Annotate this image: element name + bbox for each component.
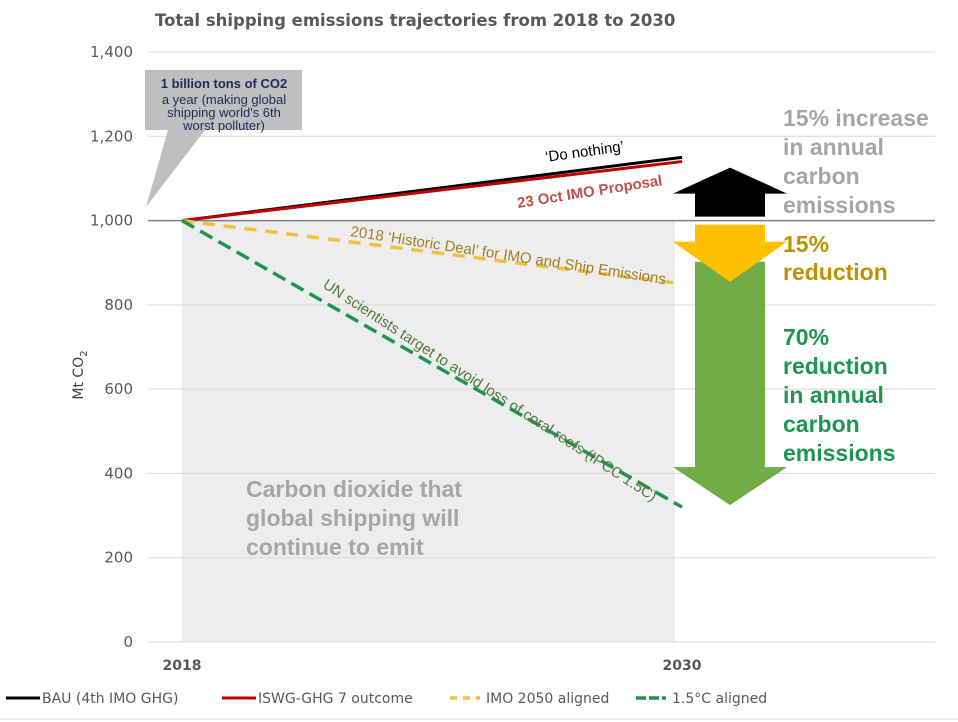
legend-label: BAU (4th IMO GHG) xyxy=(42,691,178,707)
y-tick-label: 800 xyxy=(104,296,133,314)
chart-title: Total shipping emissions trajectories fr… xyxy=(155,11,675,30)
reduction-15-line-1: 15% xyxy=(783,231,829,257)
increase-text: 15% increase in annual carbon emissions xyxy=(783,105,929,218)
y-tick-label: 400 xyxy=(104,464,133,482)
increase-line-1: 15% increase xyxy=(783,105,929,131)
reduction-70-line-2: reduction xyxy=(783,353,888,379)
series-line-iswg-ghg-7-outcome xyxy=(181,160,683,223)
x-tick-label: 2030 xyxy=(663,658,702,674)
callout-line-1: a year (making global xyxy=(162,92,286,107)
reduction-70-arrow xyxy=(673,261,787,506)
series-line-1-5-c-aligned xyxy=(181,219,683,509)
legend-label: ISWG-GHG 7 outcome xyxy=(258,691,413,707)
increase-line-3: carbon xyxy=(783,163,860,189)
legend-item-bau-4th-imo-ghg: BAU (4th IMO GHG) xyxy=(6,691,178,707)
legend-item-imo-2050-aligned: IMO 2050 aligned xyxy=(450,691,609,707)
change-arrows xyxy=(673,167,787,506)
increase-arrow xyxy=(673,167,787,217)
y-tick-labels: 0 200 400 600 800 1,000 1,200 1,400 xyxy=(90,43,133,651)
y-axis-label: Mt CO2 xyxy=(71,350,90,399)
y-tick-label: 600 xyxy=(104,380,133,398)
reduction-70-text: 70% reduction in annual carbon emissions xyxy=(783,324,896,466)
legend: BAU (4th IMO GHG) ISWG-GHG 7 outcome IMO 2… xyxy=(6,691,767,707)
increase-line-4: emissions xyxy=(783,192,896,218)
callout-shape xyxy=(145,70,302,207)
x-tick-labels: 2018 2030 xyxy=(163,658,702,674)
shaded-region-label-2: global shipping will xyxy=(246,505,459,531)
reduction-70-line-1: 70% xyxy=(783,324,829,350)
callout-line-3: worst polluter) xyxy=(182,118,265,133)
reduction-70-line-3: in annual xyxy=(783,382,884,408)
reduction-15-line-2: reduction xyxy=(783,259,888,285)
y-tick-label: 200 xyxy=(104,549,133,567)
shaded-region-label-3: continue to emit xyxy=(246,534,424,560)
shaded-region xyxy=(182,220,675,643)
legend-label: IMO 2050 aligned xyxy=(486,691,609,707)
y-tick-label: 1,200 xyxy=(90,127,133,145)
gridlines xyxy=(148,51,935,643)
y-tick-label: 1,000 xyxy=(90,212,133,230)
reduction-70-line-5: emissions xyxy=(783,440,896,466)
callout-box: 1 billion tons of CO2 a year (making glo… xyxy=(145,70,302,207)
reduction-15-text: 15% reduction xyxy=(783,231,888,285)
series-lines xyxy=(181,155,683,509)
x-tick-label: 2018 xyxy=(163,658,202,674)
callout-title: 1 billion tons of CO2 xyxy=(161,76,287,91)
reduction-70-line-4: carbon xyxy=(783,411,860,437)
legend-item-iswg-ghg-7-outcome: ISWG-GHG 7 outcome xyxy=(222,691,413,707)
callout-line-2: shipping world's 6th xyxy=(167,105,281,120)
legend-label: 1.5°C aligned xyxy=(672,691,767,707)
y-tick-label: 0 xyxy=(123,633,133,651)
do-nothing-label: ‘Do nothing’ xyxy=(544,138,625,166)
y-tick-label: 1,400 xyxy=(90,43,133,61)
legend-item-1-5-c-aligned: 1.5°C aligned xyxy=(636,691,767,707)
shaded-region-label-1: Carbon dioxide that xyxy=(246,476,462,502)
increase-line-2: in annual xyxy=(783,134,884,160)
reduction-15-arrow xyxy=(673,224,787,282)
